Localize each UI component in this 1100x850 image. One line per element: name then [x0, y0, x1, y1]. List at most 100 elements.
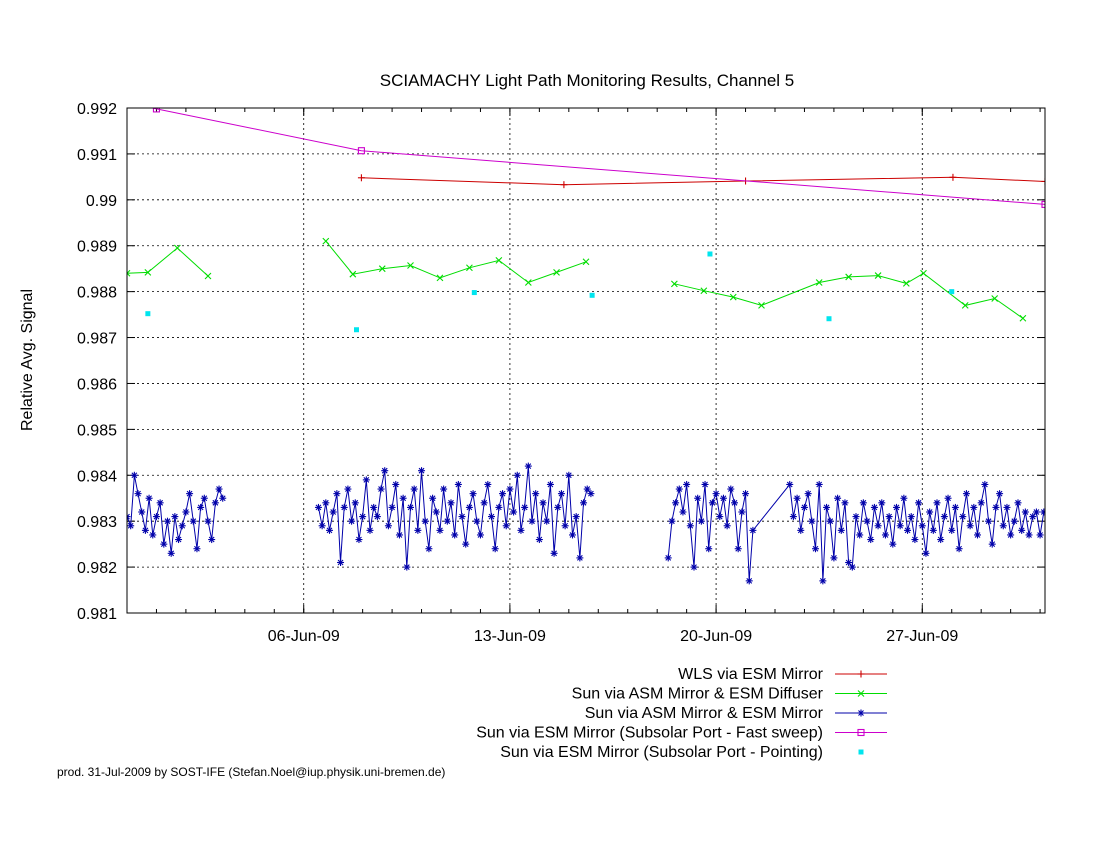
legend-item: WLS via ESM Mirror [678, 666, 887, 683]
legend-label: Sun via ESM Mirror (Subsolar Port - Poin… [500, 744, 823, 761]
data-point [985, 517, 993, 525]
data-point [373, 513, 381, 521]
legend-label: Sun via ASM Mirror & ESM Diffuser [572, 686, 824, 703]
data-point [749, 526, 757, 534]
legend-marker [857, 690, 865, 697]
data-point [786, 480, 794, 488]
y-tick-label: 0.988 [77, 285, 117, 302]
x-axis: 06-Jun-09 13-Jun-09 20-Jun-09 27-Jun-09 [126, 108, 1041, 645]
data-point [701, 480, 709, 488]
legend-item: Sun via ESM Mirror (Subsolar Port - Fast… [476, 725, 887, 742]
data-point [1036, 531, 1044, 539]
data-point [378, 265, 386, 273]
data-point [940, 513, 948, 521]
data-point [926, 508, 934, 516]
data-point [988, 540, 996, 548]
data-point [672, 499, 680, 507]
series-line [361, 176, 1045, 186]
data-point [918, 522, 926, 530]
data-point [708, 499, 716, 507]
series-0 [357, 173, 1045, 189]
data-point [1019, 314, 1027, 322]
data-point [716, 513, 724, 521]
chart-title: SCIAMACHY Light Path Monitoring Results,… [380, 71, 795, 90]
data-point [384, 522, 392, 530]
data-point [141, 526, 149, 534]
y-tick-label: 0.984 [77, 468, 117, 485]
data-point [874, 272, 882, 279]
data-point [889, 540, 897, 548]
data-point [727, 485, 735, 493]
data-point [488, 513, 495, 521]
data-point [351, 499, 359, 507]
data-point [962, 490, 970, 498]
y-tick-label: 0.983 [77, 514, 117, 531]
data-point [395, 531, 403, 539]
data-point [583, 485, 591, 493]
data-point [344, 485, 352, 493]
data-point [333, 490, 341, 498]
data-point [499, 490, 507, 498]
data-point [896, 522, 904, 530]
series-line [325, 240, 587, 284]
data-point [859, 499, 867, 507]
x-tick-label: 27-Jun-09 [886, 628, 958, 645]
data-point [808, 517, 816, 525]
data-point [848, 563, 856, 571]
data-point [951, 503, 959, 511]
data-point [944, 494, 952, 502]
data-point [700, 287, 708, 295]
data-point [553, 268, 560, 276]
data-point [878, 499, 886, 507]
data-point [789, 513, 797, 521]
plot-border [126, 107, 1046, 614]
data-point [557, 490, 565, 498]
data-point [845, 559, 853, 566]
data-point [458, 513, 466, 521]
data-point [999, 522, 1007, 530]
data-point [436, 274, 444, 282]
data-point [357, 147, 365, 155]
x-tick-label: 20-Jun-09 [680, 628, 752, 645]
data-point [797, 526, 805, 534]
data-point [955, 545, 963, 553]
data-point [675, 485, 683, 493]
data-point [447, 499, 455, 507]
legend-label: Sun via ASM Mirror & ESM Mirror [585, 705, 824, 722]
data-point [1010, 517, 1018, 525]
data-point [392, 480, 400, 488]
data-point [359, 513, 367, 521]
y-tick-label: 0.986 [77, 376, 117, 393]
data-point [388, 503, 396, 511]
y-tick-label: 0.982 [77, 560, 117, 577]
data-point [819, 577, 827, 585]
x-tick-label: 13-Jun-09 [474, 628, 546, 645]
data-point [907, 513, 915, 521]
data-point [804, 490, 812, 498]
data-point [349, 270, 357, 278]
data-point [668, 517, 676, 525]
series-3 [149, 108, 1045, 208]
data-point [521, 503, 529, 511]
data-point [189, 517, 197, 525]
data-point [830, 554, 838, 562]
data-point [156, 499, 164, 507]
data-point [815, 480, 823, 488]
data-point [138, 508, 146, 516]
data-point [1032, 508, 1040, 516]
production-credit: prod. 31-Jul-2009 by SOST-IFE (Stefan.No… [57, 765, 445, 779]
data-point [466, 264, 473, 272]
data-point [1041, 177, 1045, 185]
data-point [826, 316, 832, 322]
data-point [949, 289, 955, 295]
data-point [992, 503, 1000, 511]
data-point [204, 517, 212, 525]
data-point [322, 499, 330, 507]
y-tick-label: 0.99 [86, 193, 117, 210]
y-tick-label: 0.981 [77, 606, 117, 623]
data-point [134, 490, 142, 498]
data-point [329, 508, 337, 516]
data-point [469, 490, 477, 498]
data-point [734, 545, 742, 553]
data-point [719, 494, 727, 502]
